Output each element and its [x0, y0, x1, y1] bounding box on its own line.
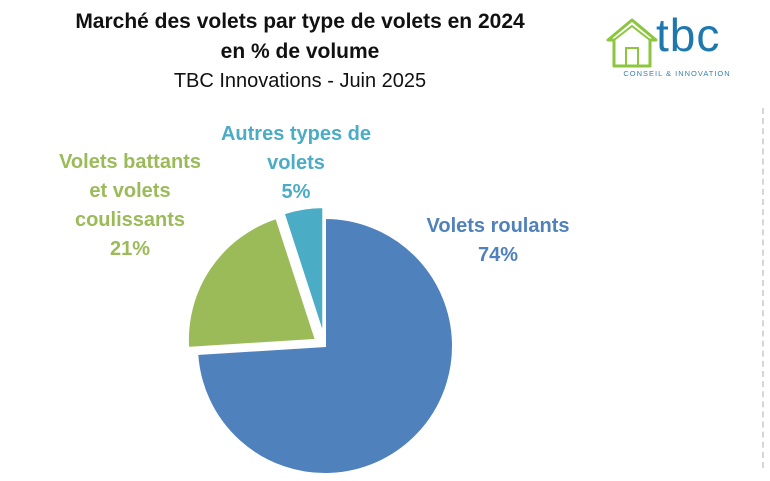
- logo-tagline: CONSEIL & INNOVATION: [623, 69, 731, 78]
- pie-slice-3: [282, 206, 325, 336]
- pie-slice-2: [186, 216, 318, 349]
- house-icon: [606, 18, 658, 68]
- tbc-logo: tbc CONSEIL & INNOVATION: [606, 9, 746, 82]
- slide-edge-divider: [762, 108, 764, 468]
- chart-title: Marché des volets par type de volets en …: [75, 10, 525, 33]
- slice-label-1: Volets roulants 74%: [427, 215, 570, 266]
- chart-subtitle: TBC Innovations - Juin 2025: [173, 70, 427, 92]
- pie-slice-1: [196, 216, 454, 475]
- slice-label-2: Volets battants et volets coulissants 21%: [59, 151, 201, 260]
- slice-label-3: Autres types de volets 5%: [221, 123, 371, 203]
- chart-title-line2: en % de volume: [220, 40, 380, 63]
- logo-wordmark: tbc: [656, 9, 721, 61]
